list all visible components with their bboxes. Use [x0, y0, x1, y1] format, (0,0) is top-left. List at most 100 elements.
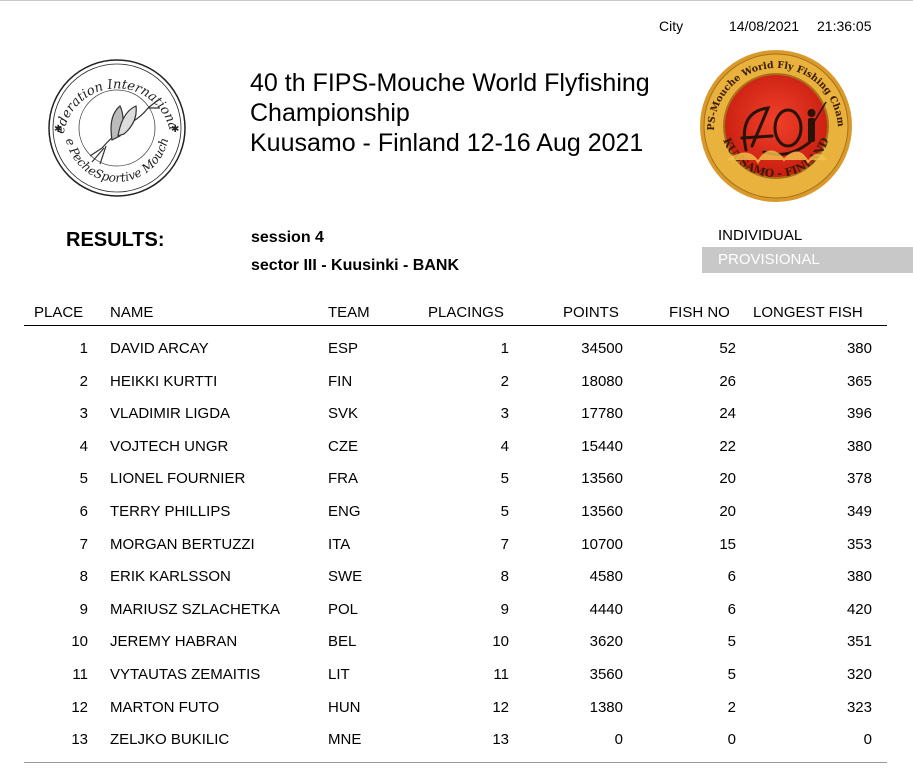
cell-points: 18080 [581, 372, 623, 390]
cell-team: HUN [328, 698, 361, 716]
cell-fish-no: 2 [727, 698, 736, 716]
city-label: City [659, 18, 684, 34]
individual-label: INDIVIDUAL [718, 227, 803, 244]
cell-name: MARIUSZ SZLACHETKA [110, 600, 281, 618]
table-row: 3 VLADIMIR LIGDA SVK 3 17780 24 396 [0, 397, 913, 429]
cell-fish-no: 5 [727, 666, 736, 683]
title-line-2: Championship [250, 99, 410, 127]
cell-place: 1 [79, 340, 88, 357]
cell-fish-no: 24 [719, 405, 736, 423]
cell-longest-fish: 378 [846, 470, 872, 488]
cell-fish-no: 52 [719, 340, 736, 357]
print-date: 14/08/2021 [729, 18, 800, 34]
angler-icon [807, 101, 827, 142]
cell-placings: 10 [492, 633, 509, 651]
sector-label: sector III - Kuusinki - BANK [251, 257, 460, 274]
cell-name: HEIKKI KURTTI [110, 372, 218, 390]
cell-longest-fish: 0 [863, 731, 872, 749]
table-row: 5 LIONEL FOURNIER FRA 5 13560 20 378 [0, 462, 913, 494]
cell-place: 9 [79, 600, 88, 618]
mayfly-icon [89, 99, 160, 165]
cell-fish-no: 20 [719, 503, 736, 520]
cell-team: ITA [328, 535, 351, 553]
cell-name: MARTON FUTO [110, 698, 220, 716]
cell-team: LIT [328, 666, 350, 683]
title-line-1: 40 th FIPS-Mouche World Flyfishing [250, 69, 650, 97]
cell-name: LIONEL FOURNIER [110, 470, 246, 488]
col-header-longest-fish: LONGEST FISH [753, 304, 863, 321]
cell-placings: 5 [500, 470, 509, 488]
cell-fish-no: 5 [727, 633, 736, 651]
cell-points: 34500 [581, 340, 623, 357]
cell-points: 1380 [589, 698, 623, 716]
col-header-placings: PLACINGS [428, 304, 504, 321]
results-label: RESULTS: [66, 229, 165, 251]
cell-points: 10700 [581, 535, 623, 553]
cell-placings: 9 [500, 600, 509, 618]
cell-points: 15440 [581, 437, 623, 455]
cell-placings: 8 [500, 568, 509, 586]
cell-points: 13560 [581, 503, 623, 520]
cell-longest-fish: 365 [846, 372, 872, 390]
cell-name: VOJTECH UNGR [110, 437, 229, 455]
table-row: 2 HEIKKI KURTTI FIN 2 18080 26 365 [0, 365, 913, 397]
title-line-3: Kuusamo - Finland 12-16 Aug 2021 [250, 129, 644, 157]
cell-name: TERRY PHILLIPS [110, 503, 231, 520]
cell-points: 13560 [581, 470, 623, 488]
cell-place: 2 [79, 372, 88, 390]
col-header-fish-no: FISH NO [669, 304, 730, 321]
cell-name: VLADIMIR LIGDA [110, 405, 231, 423]
table-header: PLACE NAME TEAM PLACINGS POINTS FISH NO … [24, 300, 887, 326]
cell-points: 4580 [589, 568, 623, 586]
cell-place: 6 [79, 503, 88, 520]
table-row: 1 DAVID ARCAY ESP 1 34500 52 380 [0, 332, 913, 364]
cell-team: ESP [328, 340, 359, 357]
cell-place: 8 [79, 568, 88, 586]
table-row: 13 ZELJKO BUKILIC MNE 13 0 0 0 [0, 723, 913, 755]
cell-points: 0 [614, 731, 623, 749]
col-header-points: POINTS [563, 304, 619, 321]
cell-placings: 2 [500, 372, 509, 390]
cell-longest-fish: 349 [846, 503, 872, 520]
cell-place: 12 [71, 698, 88, 716]
cell-longest-fish: 351 [846, 633, 872, 651]
cell-points: 17780 [581, 405, 623, 423]
cell-fish-no: 20 [719, 470, 736, 488]
cell-placings: 13 [492, 731, 509, 749]
cell-name: ERIK KARLSSON [110, 568, 231, 586]
cell-team: ENG [328, 503, 361, 520]
cell-place: 13 [71, 731, 88, 749]
championship-logo: 40 th FIPS-Mouche World Fly Fishing Cham… [698, 42, 852, 202]
cell-fish-no: 22 [719, 437, 736, 455]
cell-placings: 3 [500, 405, 509, 423]
cell-team: POL [328, 600, 359, 618]
cell-name: JEREMY HABRAN [110, 633, 238, 651]
cell-name: VYTAUTAS ZEMAITIS [110, 666, 261, 683]
cell-place: 3 [79, 405, 88, 423]
event-title: 40 th FIPS-Mouche World Flyfishing Champ… [250, 68, 650, 158]
table-row: 8 ERIK KARLSSON SWE 8 4580 6 380 [0, 560, 913, 592]
cell-place: 7 [79, 535, 88, 553]
cell-team: MNE [328, 731, 362, 749]
table-bottom-rule [24, 762, 887, 763]
cell-fish-no: 15 [719, 535, 736, 553]
cell-team: FIN [328, 372, 353, 390]
cell-fish-no: 6 [727, 568, 736, 586]
table-row: 11 VYTAUTAS ZEMAITIS LIT 11 3560 5 320 [0, 658, 913, 690]
table-row: 12 MARTON FUTO HUN 12 1380 2 323 [0, 691, 913, 723]
cell-placings: 1 [500, 340, 509, 357]
cell-points: 4440 [589, 600, 623, 618]
cell-place: 10 [71, 633, 88, 651]
provisional-badge: PROVISIONAL [702, 247, 913, 273]
cell-name: DAVID ARCAY [110, 340, 209, 357]
cell-place: 11 [72, 666, 88, 683]
cell-team: SVK [328, 405, 359, 423]
cell-place: 5 [79, 470, 88, 488]
table-row: 6 TERRY PHILLIPS ENG 5 13560 20 349 [0, 495, 913, 527]
cell-placings: 12 [492, 698, 509, 716]
cell-longest-fish: 320 [846, 666, 872, 683]
cell-placings: 11 [493, 666, 509, 683]
cell-fish-no: 26 [719, 372, 736, 390]
cell-longest-fish: 420 [846, 600, 872, 618]
top-border [0, 0, 913, 1]
